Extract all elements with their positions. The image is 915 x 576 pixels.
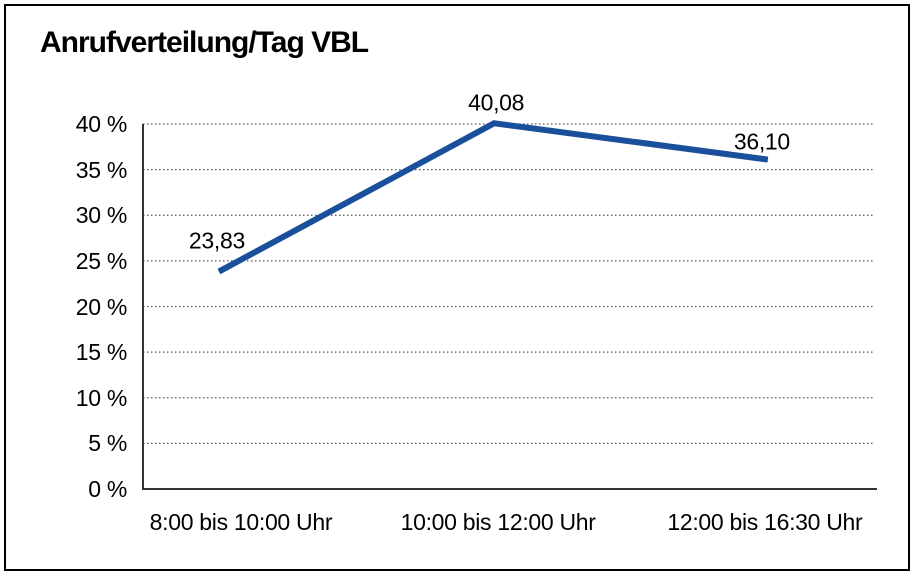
chart-title: Anrufverteilung/Tag VBL bbox=[40, 26, 369, 59]
y-tick-label: 20 % bbox=[75, 293, 128, 320]
y-tick-label: 10 % bbox=[75, 384, 128, 411]
y-tick-label: 0 % bbox=[88, 476, 127, 502]
y-tick-label: 30 % bbox=[75, 202, 128, 229]
y-tick-label: 40 % bbox=[75, 111, 128, 137]
y-tick-label: 5 % bbox=[88, 430, 127, 457]
x-category-label: 12:00 bis 16:30 Uhr bbox=[667, 509, 863, 535]
series-line bbox=[217, 120, 769, 275]
data-value-label: 23,83 bbox=[188, 227, 245, 254]
y-tick-label: 25 % bbox=[75, 247, 128, 274]
x-category-label: 8:00 bis 10:00 Uhr bbox=[149, 509, 333, 535]
data-value-label: 36,10 bbox=[733, 128, 790, 155]
y-tick-label: 15 % bbox=[75, 339, 128, 366]
x-category-label: 10:00 bis 12:00 Uhr bbox=[400, 509, 596, 535]
data-value-label: 40,08 bbox=[468, 89, 525, 116]
y-tick-label: 35 % bbox=[75, 156, 128, 183]
